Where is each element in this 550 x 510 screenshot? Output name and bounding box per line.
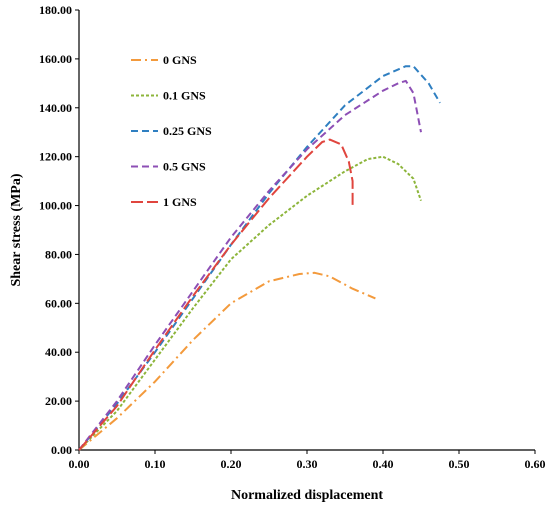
y-tick-label: 80.00: [45, 247, 72, 261]
legend-label-2: 0.25 GNS: [163, 124, 212, 138]
y-tick-label: 100.00: [39, 199, 72, 213]
legend-label-1: 0.1 GNS: [163, 89, 206, 103]
x-tick-label: 0.50: [449, 457, 470, 471]
plot-series: [78, 65, 441, 451]
y-tick-label: 40.00: [45, 345, 72, 359]
x-tick-label: 0.30: [297, 457, 318, 471]
legend: 0 GNS 0.1 GNS 0.25 GNS 0.5 GNS 1 GNS: [131, 53, 212, 209]
x-axis-title: Normalized displacement: [231, 488, 383, 503]
y-tick-label: 180.00: [39, 3, 72, 17]
tick-labels: 0.00 0.10 0.20 0.30 0.40 0.50 0.60 0.00 20.00 40.…: [39, 3, 546, 471]
series-line-4: [78, 138, 354, 451]
x-tick-label: 0.60: [525, 457, 546, 471]
axes: [78, 10, 535, 451]
legend-label-0: 0 GNS: [163, 53, 197, 67]
x-tick-label: 0.40: [373, 457, 394, 471]
y-tick-label: 160.00: [39, 52, 72, 66]
legend-label-3: 0.5 GNS: [163, 160, 206, 174]
legend-label-4: 1 GNS: [163, 195, 197, 209]
y-axis-title: Shear stress (MPa): [9, 173, 24, 286]
y-tick-label: 60.00: [45, 296, 72, 310]
series-line-0: [78, 271, 376, 451]
y-tick-label: 120.00: [39, 150, 72, 164]
series-line-3: [78, 79, 422, 451]
y-tick-label: 20.00: [45, 394, 72, 408]
x-tick-label: 0.00: [69, 457, 90, 471]
x-tick-label: 0.10: [145, 457, 166, 471]
series-line-2: [78, 65, 441, 451]
y-tick-label: 0.00: [51, 443, 72, 457]
series-line-1: [78, 155, 422, 451]
y-tick-label: 140.00: [39, 101, 72, 115]
x-tick-label: 0.20: [221, 457, 242, 471]
